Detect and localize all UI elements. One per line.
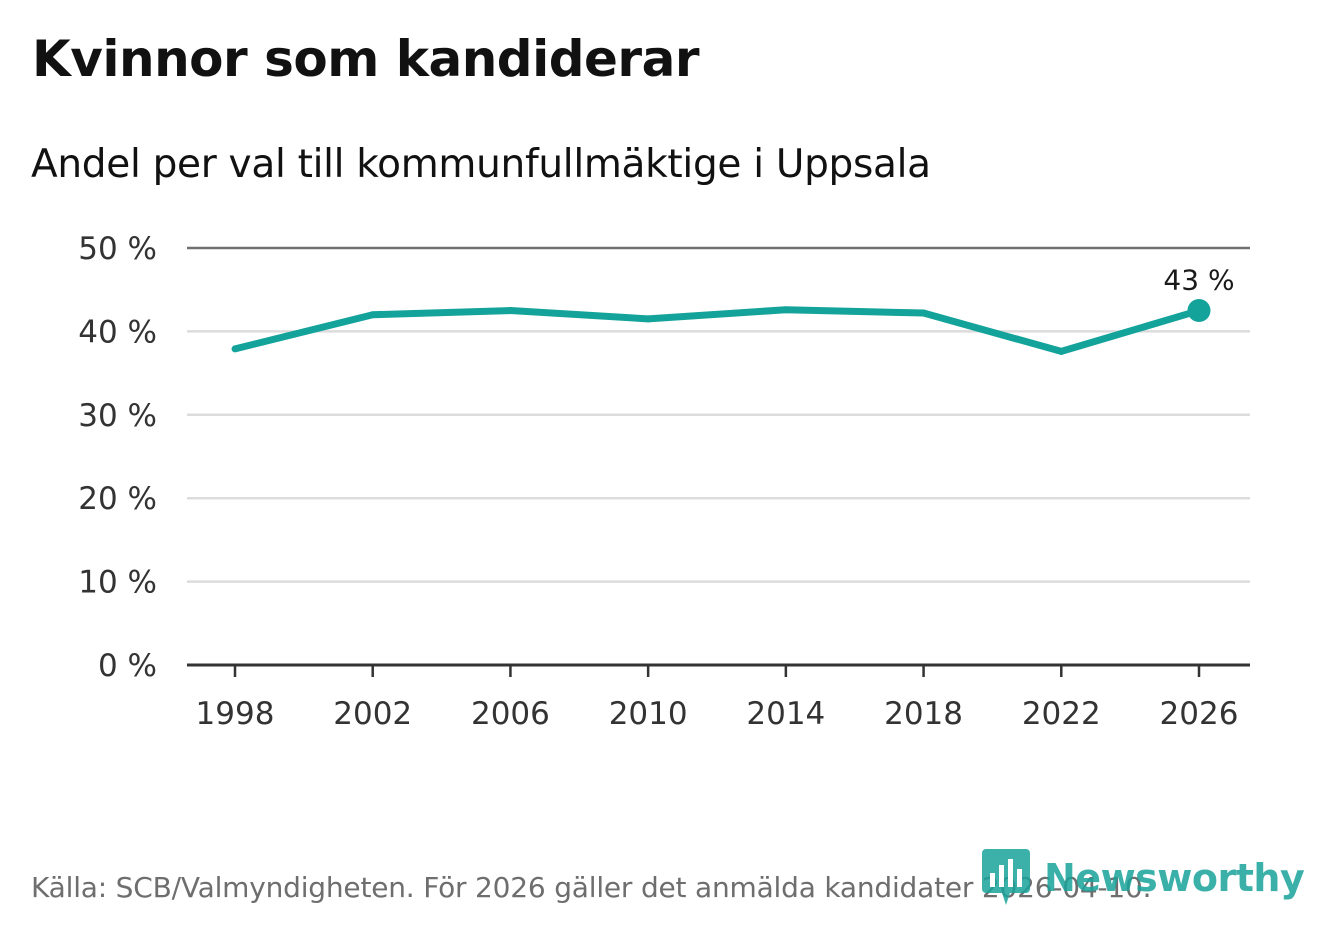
series-line — [234, 306, 1200, 355]
x-tick-label: 2026 — [1160, 696, 1239, 732]
x-tick-label: 2022 — [1022, 696, 1101, 732]
y-tick-label: 30 % — [78, 398, 157, 434]
x-tick-label: 2010 — [609, 696, 688, 732]
brand-name: Newsworthy — [1044, 856, 1305, 900]
end-value-label: 43 % — [1163, 264, 1234, 297]
x-tick-label: 1998 — [196, 696, 275, 732]
grid-layer — [187, 246, 1250, 667]
x-tick-label: 2006 — [471, 696, 550, 732]
chart-subtitle: Andel per val till kommunfullmäktige i U… — [31, 142, 931, 187]
source-note: Källa: SCB/Valmyndigheten. För 2026 gäll… — [31, 871, 1152, 904]
data-point-2022 — [1057, 347, 1065, 355]
y-tick-label: 0 % — [98, 648, 157, 684]
data-point-2002 — [369, 311, 377, 319]
y-tick-label: 10 % — [78, 565, 157, 601]
x-tick-label: 2014 — [746, 696, 825, 732]
data-point-2014 — [782, 306, 790, 314]
data-point-1998 — [231, 345, 239, 353]
brand-logo: Newsworthy — [980, 848, 1305, 908]
data-point-2018 — [920, 309, 928, 317]
end-marker — [1187, 299, 1211, 323]
label-layer: 0 % 10 % 20 % 30 % 40 % 50 % 1998 2002 2006 2010 2… — [78, 231, 1238, 732]
y-tick-label: 40 % — [78, 314, 157, 350]
y-tick-label: 20 % — [78, 481, 157, 517]
x-tick-label: 2002 — [333, 696, 412, 732]
axis-layer — [233, 665, 1201, 677]
data-point-2006 — [506, 307, 514, 315]
chart-title: Kvinnor som kandiderar — [32, 30, 699, 88]
x-tick-label: 2018 — [884, 696, 963, 732]
newsworthy-logo-icon — [982, 849, 1030, 905]
y-tick-label: 50 % — [78, 231, 157, 267]
data-point-2010 — [644, 315, 652, 323]
series-layer — [231, 299, 1211, 355]
